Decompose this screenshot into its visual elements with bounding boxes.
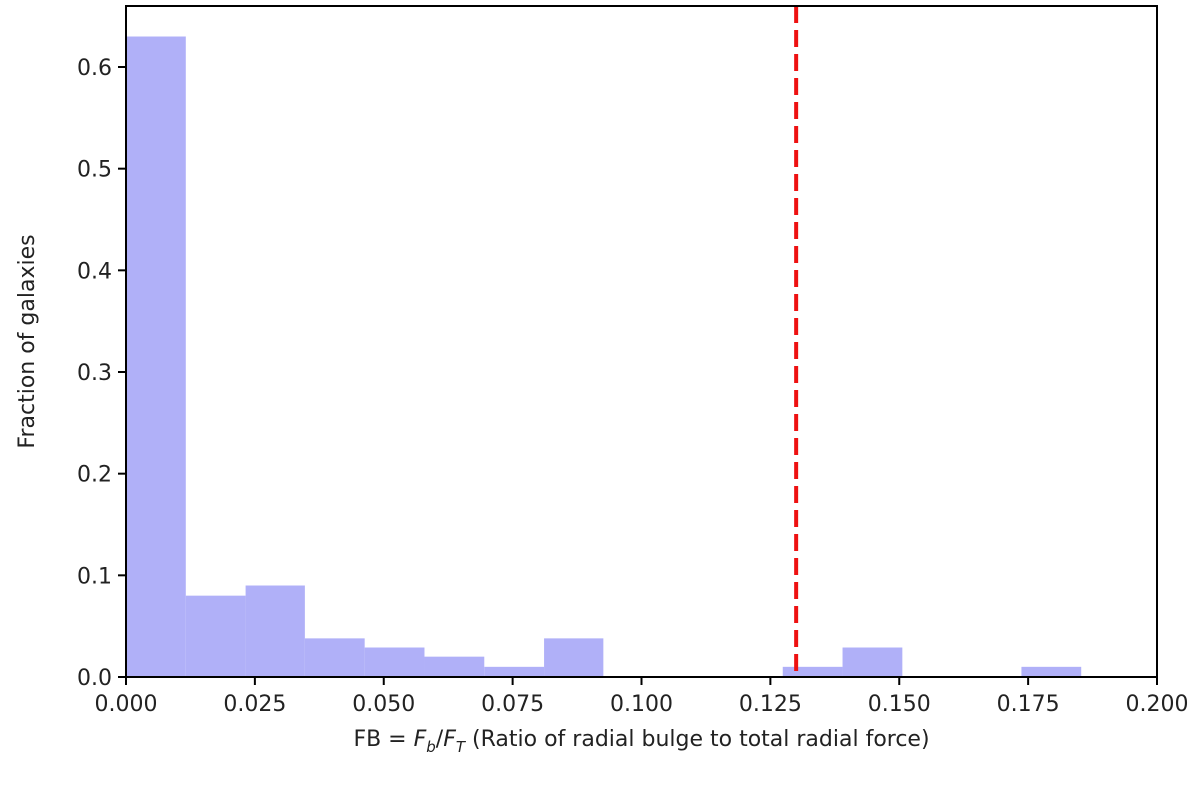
x-tick-label: 0.025: [223, 692, 286, 717]
x-tick-label: 0.050: [352, 692, 415, 717]
x-axis-label-sub-b: b: [426, 738, 436, 756]
y-tick-label: 0.1: [77, 564, 112, 589]
histogram-bar-0: [126, 36, 186, 677]
histogram-bar-3: [304, 638, 365, 677]
histogram-bar-1: [185, 595, 246, 677]
x-axis-label-slash: /: [436, 727, 444, 752]
histogram-bar-6: [484, 666, 545, 677]
histogram-bar-4: [364, 647, 425, 677]
x-tick-label: 0.075: [481, 692, 544, 717]
y-tick-label: 0.3: [77, 361, 112, 386]
histogram-bar-5: [424, 656, 485, 677]
x-axis-label-var-f-total: F: [443, 727, 456, 752]
histogram-bar-2: [245, 585, 305, 677]
x-tick-label: 0.100: [610, 692, 673, 717]
y-tick-label: 0.0: [77, 666, 112, 691]
y-axis-ticks: 0.0 0.1 0.2 0.3 0.4 0.5 0.6: [77, 56, 126, 691]
histogram-bars: [126, 36, 1082, 677]
histogram-bar-10: [1021, 666, 1082, 677]
x-axis-label: FB = Fb/FT (Ratio of radial bulge to tot…: [353, 727, 929, 756]
x-tick-label: 0.125: [739, 692, 802, 717]
x-tick-label: 0.200: [1126, 692, 1189, 717]
x-axis-label-var-f: F: [414, 727, 427, 752]
x-tick-label: 0.000: [95, 692, 158, 717]
x-tick-label: 0.175: [997, 692, 1060, 717]
plot-frame: [125, 5, 1158, 678]
x-axis-ticks: 0.000 0.025 0.050 0.075 0.100 0.125 0.150 0.175…: [95, 677, 1189, 717]
histogram-bar-7: [544, 638, 604, 677]
y-axis-label: Fraction of galaxies: [15, 234, 40, 448]
y-tick-label: 0.2: [77, 463, 112, 488]
x-tick-label: 0.150: [868, 692, 931, 717]
x-axis-label-prefix: FB =: [353, 727, 413, 752]
y-tick-label: 0.4: [77, 259, 112, 284]
histogram-bar-9: [842, 647, 903, 677]
x-axis-label-suffix: (Ratio of radial bulge to total radial f…: [465, 727, 930, 752]
x-axis-label-sub-t: T: [456, 738, 467, 756]
y-tick-label: 0.6: [77, 56, 112, 81]
y-tick-label: 0.5: [77, 158, 112, 183]
histogram-bar-8: [782, 666, 843, 677]
